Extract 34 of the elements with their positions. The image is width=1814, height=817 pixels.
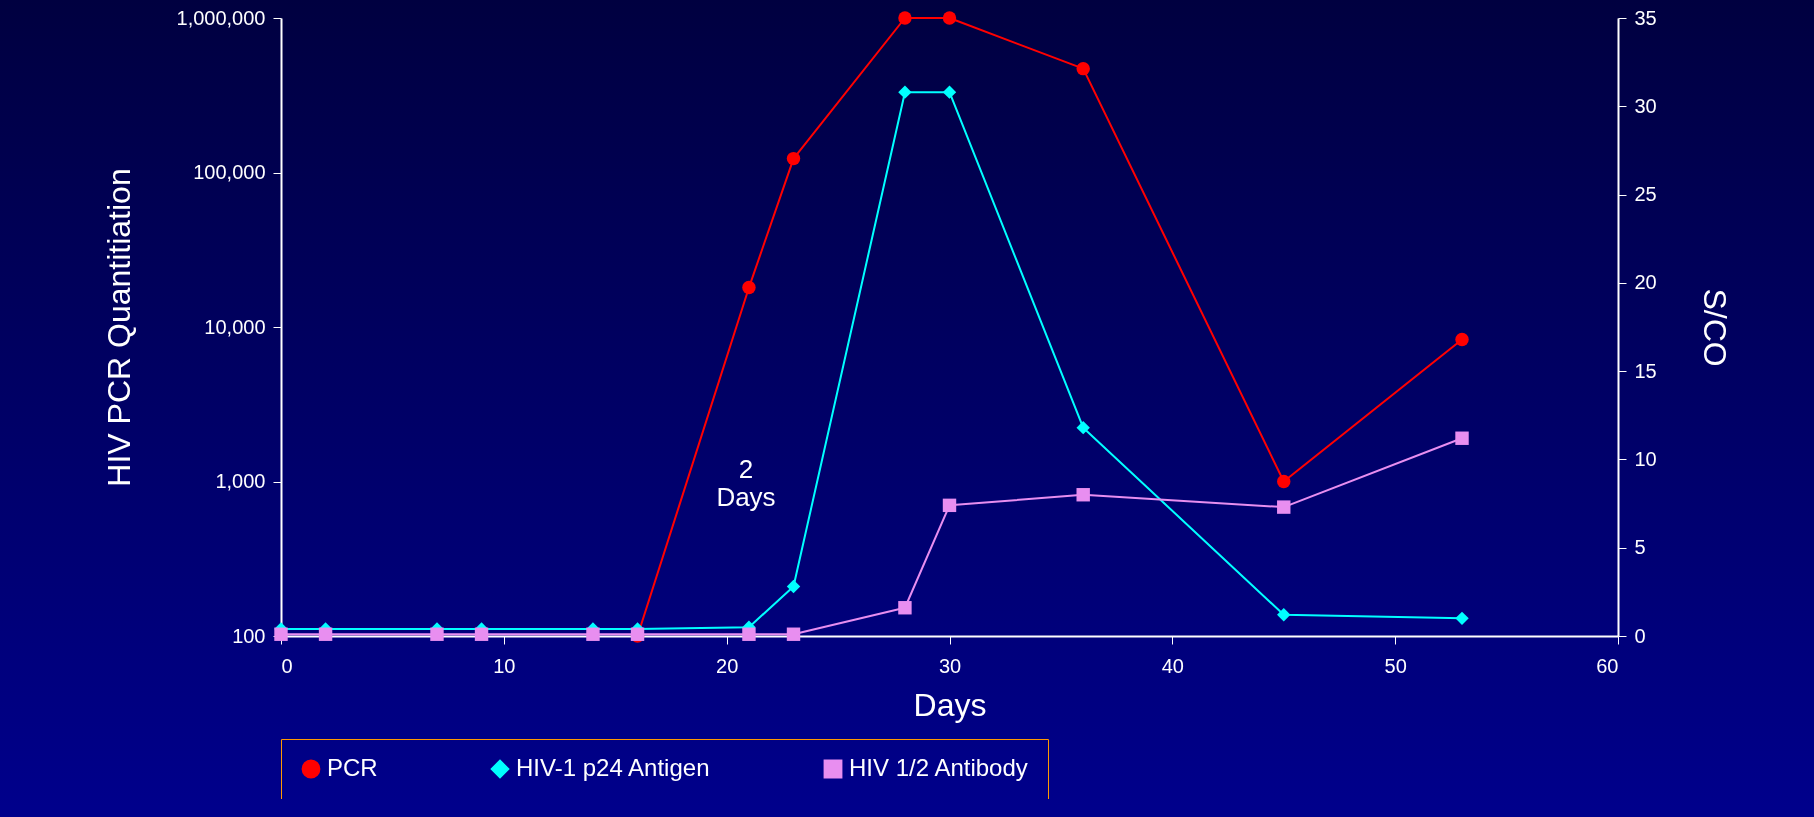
point [942,11,957,25]
y2-tick-label: 30 [1634,94,1657,117]
x-tick-label: 60 [1596,654,1619,677]
y-tick-label: 1,000,000 [176,6,266,29]
legend-label: PCR [327,754,378,781]
y-tick-label: 1,000 [215,470,266,492]
x-tick-label: 50 [1384,654,1407,677]
x-tick-label: 20 [716,654,739,677]
y-tick-label: 100 [232,624,266,647]
y2-axis-title: S/CO [1696,288,1733,367]
point [1277,474,1291,489]
y-tick-label: 10,000 [204,315,266,338]
y2-tick-label: 5 [1634,536,1646,559]
x-tick-label: 10 [493,654,516,677]
y2-tick-label: 10 [1634,447,1657,470]
y-axis-title: HIV PCR Quantitiation [100,168,137,487]
point [742,280,756,295]
point [1076,61,1090,76]
annotation: 2 Days [716,454,776,512]
point [898,11,912,25]
y2-tick-label: 15 [1634,359,1657,382]
x-tick-label: 0 [281,654,293,677]
x-tick-label: 30 [938,654,962,677]
y-tick-label: 100,000 [193,161,266,183]
point [786,151,801,166]
y2-tick-label: 35 [1634,6,1657,29]
x-axis-title: Days [913,686,987,723]
legend-label: HIV 1/2 Antibody [849,754,1028,781]
x-tick-label: 40 [1161,654,1184,677]
y2-tick-label: 0 [1634,624,1646,647]
point [1455,332,1469,347]
y2-tick-label: 20 [1634,271,1657,294]
y2-tick-label: 25 [1634,183,1657,206]
legend-label: HIV-1 p24 Antigen [516,754,710,781]
